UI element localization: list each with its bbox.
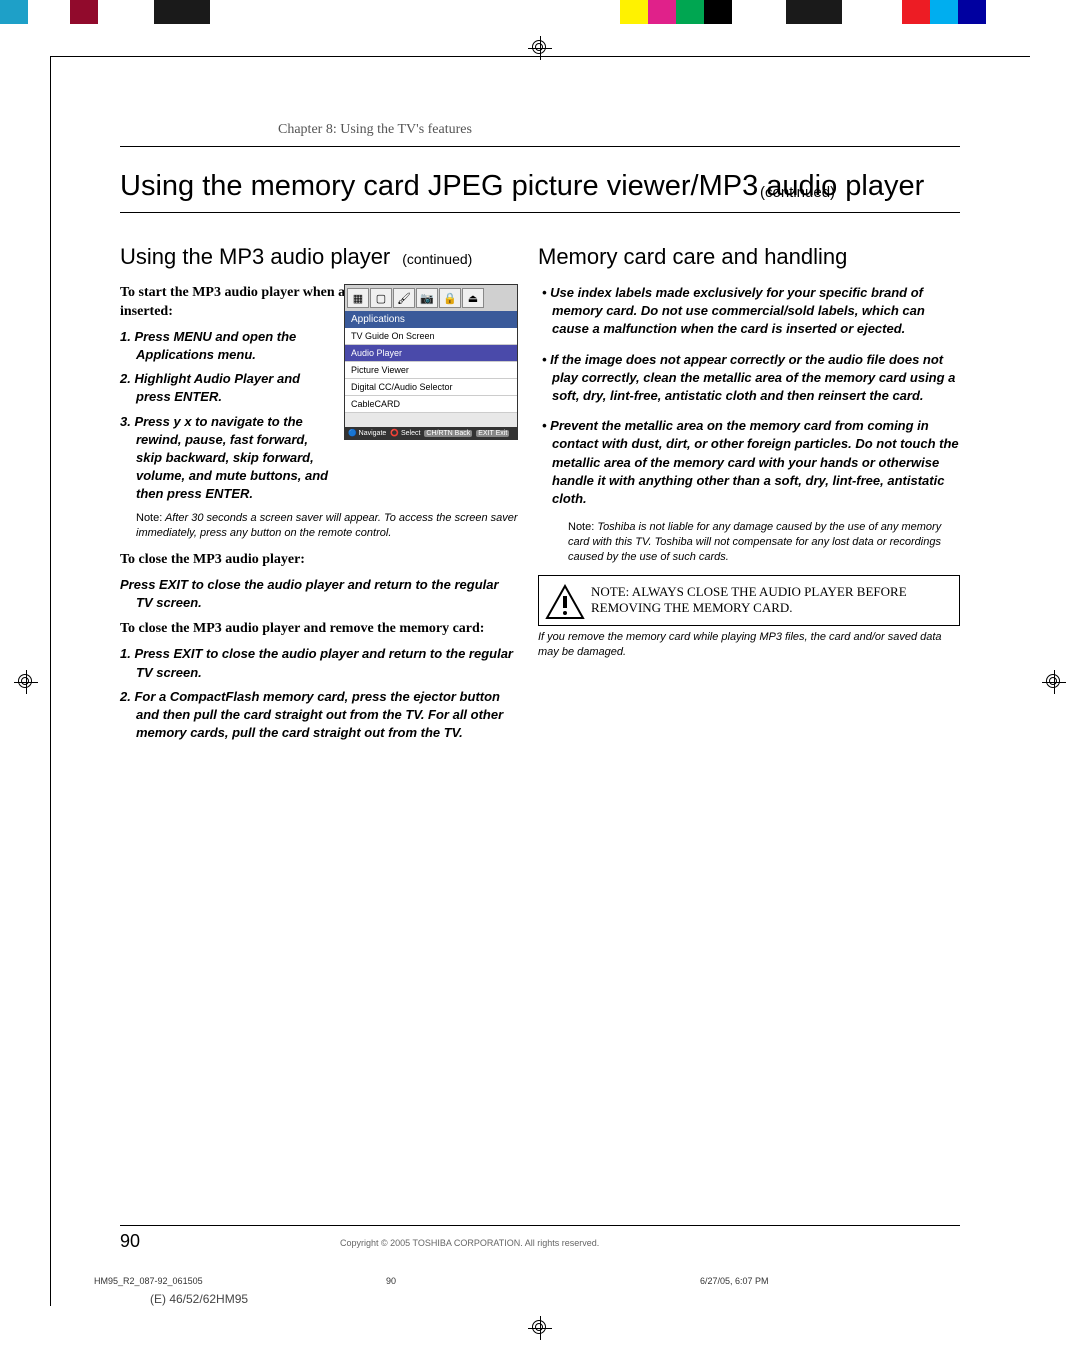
- right-column: Memory card care and handling Use index …: [538, 244, 960, 660]
- printer-color-bar: [0, 0, 1080, 24]
- copyright-text: Copyright © 2005 TOSHIBA CORPORATION. Al…: [340, 1238, 599, 1248]
- menu-item: Picture Viewer: [345, 362, 517, 379]
- footer-model: (E) 46/52/62HM95: [150, 1292, 248, 1306]
- step-2: 2. Highlight Audio Player and press ENTE…: [120, 370, 330, 406]
- title-rule: [120, 212, 960, 213]
- footer-timestamp: 6/27/05, 6:07 PM: [700, 1276, 769, 1286]
- menu-tab: ▢: [370, 288, 392, 308]
- note-1: Note: After 30 seconds a screen saver wi…: [136, 511, 518, 541]
- bullet-1: Use index labels made exclusively for yo…: [538, 284, 960, 339]
- menu-tab: 🔒: [439, 288, 461, 308]
- step-3: 3. Press y x to navigate to the rewind, …: [120, 413, 330, 504]
- close-remove-heading: To close the MP3 audio player and remove…: [120, 620, 518, 639]
- left-heading-continued: (continued): [402, 251, 472, 267]
- menu-item: CableCARD: [345, 396, 517, 413]
- menu-tabs: ▦ ▢ 🖌 📷 🔒 ⏏: [345, 285, 517, 311]
- close-heading: To close the MP3 audio player:: [120, 551, 518, 570]
- menu-item-selected: Audio Player: [345, 345, 517, 362]
- footer-page: 90: [386, 1276, 396, 1286]
- page-title-continued: (continued): [760, 184, 835, 201]
- registration-mark-right: [1042, 670, 1066, 694]
- menu-section-header: Applications: [345, 311, 517, 328]
- menu-item: Digital CC/Audio Selector: [345, 379, 517, 396]
- left-column: Using the MP3 audio player (continued) T…: [120, 244, 518, 748]
- menu-screenshot: ▦ ▢ 🖌 📷 🔒 ⏏ Applications TV Guide On Scr…: [344, 284, 518, 440]
- warning-box: NOTE: ALWAYS CLOSE THE AUDIO PLAYER BEFO…: [538, 575, 960, 627]
- close-remove-step-1: 1. Press EXIT to close the audio player …: [120, 645, 518, 681]
- bullet-3: Prevent the metallic area on the memory …: [538, 417, 960, 508]
- warning-icon: [545, 584, 585, 620]
- menu-tab: ⏏: [462, 288, 484, 308]
- menu-tab: 📷: [416, 288, 438, 308]
- menu-item: TV Guide On Screen: [345, 328, 517, 345]
- menu-tab: 🖌: [393, 288, 415, 308]
- note-2: Note: Toshiba is not liable for any dama…: [568, 520, 960, 565]
- page-content: Chapter 8: Using the TV's features Using…: [60, 64, 1020, 1304]
- menu-footer: 🔵 Navigate ⭕ Select CH/RTN Back EXIT Exi…: [345, 427, 517, 439]
- bullet-2: If the image does not appear correctly o…: [538, 351, 960, 406]
- warning-text: NOTE: ALWAYS CLOSE THE AUDIO PLAYER BEFO…: [591, 584, 951, 618]
- menu-tab: ▦: [347, 288, 369, 308]
- chapter-header: Chapter 8: Using the TV's features: [278, 122, 472, 138]
- registration-mark-bottom: [528, 1316, 552, 1340]
- step-1: 1. Press MENU and open the Applications …: [120, 328, 330, 364]
- registration-mark-left: [14, 670, 38, 694]
- crop-border-left: [50, 56, 51, 1306]
- close-step: Press EXIT to close the audio player and…: [120, 576, 518, 612]
- page-number: 90: [120, 1231, 140, 1252]
- left-heading: Using the MP3 audio player: [120, 244, 390, 269]
- warning-caption: If you remove the memory card while play…: [538, 630, 960, 660]
- chapter-rule: [120, 146, 960, 147]
- crop-border-top: [50, 56, 1030, 57]
- right-heading: Memory card care and handling: [538, 244, 847, 269]
- footer-doc-id: HM95_R2_087-92_061505: [94, 1276, 203, 1286]
- bottom-rule: [120, 1225, 960, 1226]
- close-remove-step-2: 2. For a CompactFlash memory card, press…: [120, 688, 518, 743]
